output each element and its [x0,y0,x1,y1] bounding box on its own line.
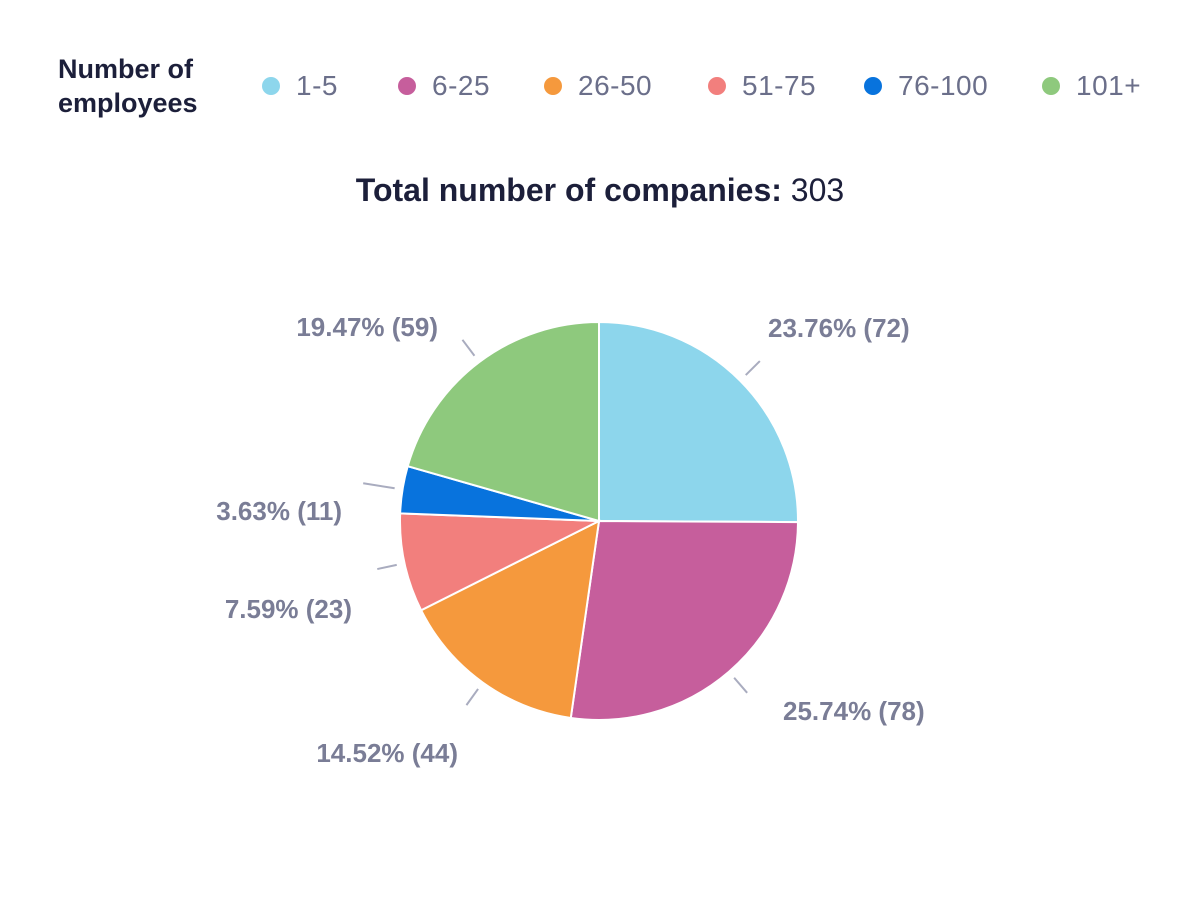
total-value: 303 [790,172,845,208]
legend-swatch [864,77,882,95]
leader-line [363,482,395,490]
legend-item-76-100: 76-100 [864,70,988,102]
data-label-76-100: 3.63% (11) [216,496,342,526]
legend-label: 26-50 [578,70,653,101]
legend-swatch [398,77,416,95]
legend-label: 1-5 [296,70,338,101]
leader-line [377,563,397,571]
data-label-101+: 19.47% (59) [296,312,438,342]
legend-swatch [544,77,562,95]
legend-swatch [708,77,726,95]
data-label-6-25: 25.74% (78) [783,696,925,726]
data-label-1-5: 23.76% (72) [768,313,910,343]
pie-slice-51-75 [399,512,600,612]
pie-slice-1-5 [598,320,799,524]
pie-slice-101+ [406,320,600,523]
leader-line [461,339,476,357]
leader-line [745,360,761,376]
data-label-26-50: 14.52% (44) [316,738,458,768]
total-label: Total number of companies: [355,172,782,208]
legend-swatch [1042,77,1060,95]
pie-slice-6-25 [569,519,800,721]
data-label-51-75: 7.59% (23) [225,594,352,624]
leader-line [733,677,748,694]
legend-item-51-75: 51-75 [708,70,816,102]
chart-title: Total number of companies: 303 [0,172,1200,209]
pie-slice-26-50 [419,519,601,720]
legend-label: 101+ [1076,70,1142,101]
legend-item-1-5: 1-5 [262,70,338,102]
legend-label: 76-100 [898,70,989,101]
leader-line [465,688,479,706]
legend-item-6-25: 6-25 [398,70,490,102]
legend-label: 51-75 [742,70,817,101]
legend-label: 6-25 [432,70,491,101]
legend-swatch [262,77,280,95]
legend-item-101+: 101+ [1042,70,1141,102]
legend-title: Number of employees [58,54,198,118]
legend-item-26-50: 26-50 [544,70,652,102]
